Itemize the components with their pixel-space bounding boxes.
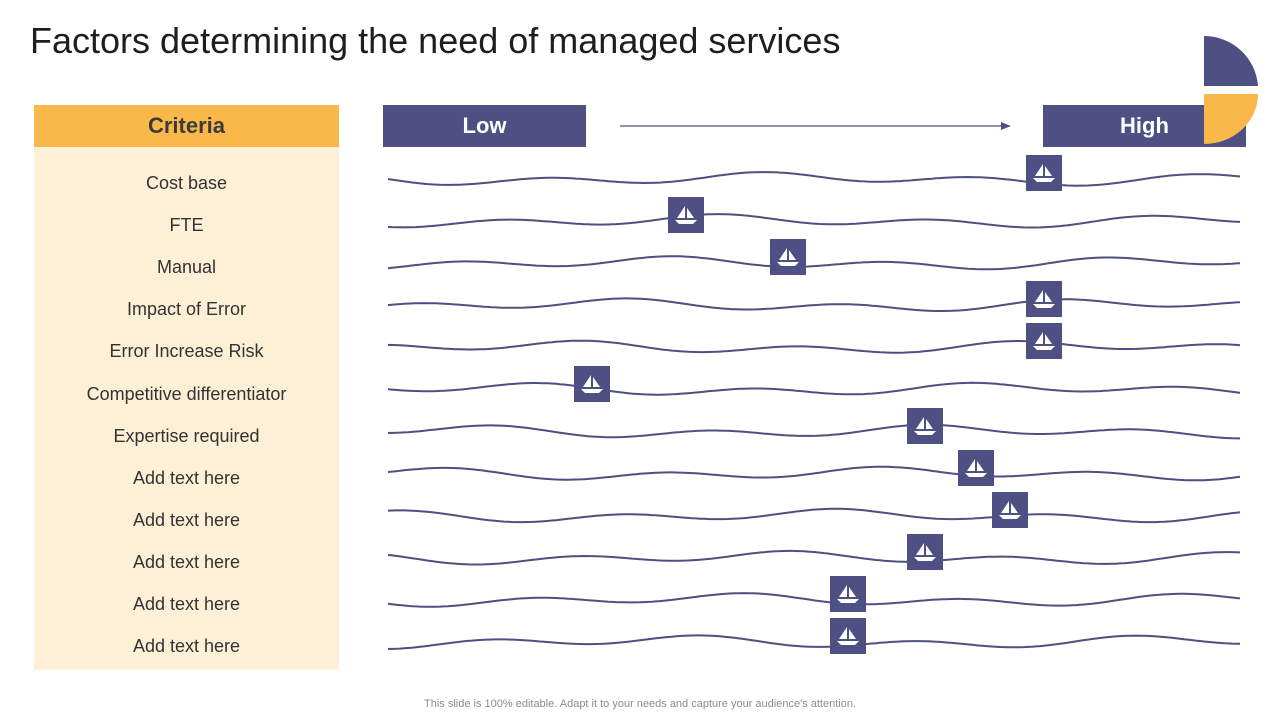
sailboat-icon	[1033, 164, 1056, 182]
sailboat-icon	[913, 416, 936, 435]
boat-marker	[574, 365, 611, 402]
criteria-item: Error Increase Risk	[109, 341, 264, 362]
criteria-item: Impact of Error	[126, 299, 247, 320]
page-title: Factors determining the need of managed …	[30, 20, 841, 61]
sailboat-icon	[964, 458, 987, 477]
boat-marker	[906, 407, 943, 444]
low-label-box: Low	[383, 105, 586, 147]
sailboat-icon	[998, 500, 1021, 519]
criteria-item: Add text here	[132, 509, 241, 530]
boat-marker	[957, 449, 994, 486]
wave-line	[387, 381, 1241, 396]
criteria-panel: Criteria Cost base FTE Manual Impact of Err…	[34, 105, 339, 670]
wave-line	[387, 423, 1240, 440]
wave-line	[387, 171, 1241, 187]
wave-line	[387, 465, 1241, 482]
criteria-item: Add text here	[132, 467, 241, 488]
boat-marker	[1026, 155, 1063, 191]
wave-line	[387, 255, 1241, 271]
boat-marker	[991, 491, 1028, 528]
sailboat-icon	[1033, 290, 1056, 309]
wave-line	[387, 297, 1241, 312]
sailboat-icon	[675, 206, 698, 225]
sailboat-icon	[581, 374, 604, 393]
criteria-item: Add text here	[132, 594, 241, 614]
boat-marker	[1026, 323, 1063, 360]
wave-line	[387, 549, 1241, 566]
sailboat-icon	[837, 627, 860, 646]
boat-marker	[770, 239, 807, 276]
wave-line	[387, 507, 1241, 524]
wave-line	[387, 339, 1241, 354]
decorative-quarter-circles	[1204, 36, 1258, 144]
wave-line	[387, 634, 1241, 650]
boat-marker	[906, 533, 943, 570]
boat-marker	[1026, 281, 1063, 318]
criteria-item: Add text here	[132, 636, 241, 657]
criteria-item: Cost base	[145, 173, 228, 193]
sailboat-icon	[1033, 332, 1056, 351]
sailboat-icon	[913, 542, 936, 561]
criteria-item: FTE	[169, 215, 204, 236]
boat-marker	[668, 197, 705, 234]
wave-line	[387, 592, 1241, 608]
scale-arrow-head	[1001, 122, 1011, 130]
footer-note: This slide is 100% editable. Adapt it to…	[424, 698, 856, 710]
criteria-item: Competitive differentiator	[86, 383, 287, 404]
criteria-item: Add text here	[132, 551, 241, 572]
wave-line	[387, 213, 1241, 229]
boat-marker	[830, 618, 867, 655]
boat-marker	[830, 576, 867, 612]
criteria-item: Expertise required	[113, 425, 260, 446]
criteria-header: Criteria	[34, 105, 339, 147]
sailboat-icon	[837, 585, 860, 603]
criteria-item: Manual	[156, 257, 217, 278]
sailboat-icon	[777, 248, 800, 267]
